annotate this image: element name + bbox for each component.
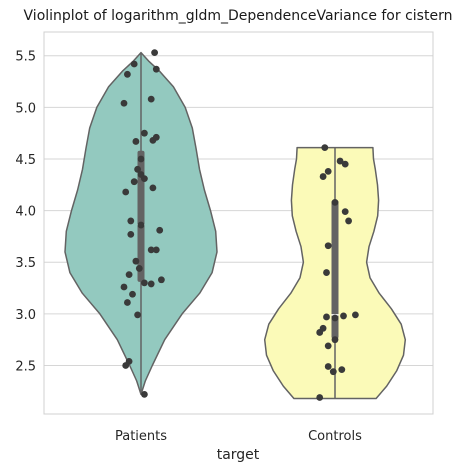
data-point xyxy=(122,362,130,369)
data-point xyxy=(130,60,138,68)
data-point xyxy=(141,279,148,287)
data-point xyxy=(137,221,145,229)
data-point xyxy=(127,230,135,238)
data-point xyxy=(324,363,332,370)
data-point xyxy=(338,366,346,374)
data-point xyxy=(125,271,133,279)
data-point xyxy=(341,160,349,168)
violins xyxy=(64,51,407,400)
data-point xyxy=(129,290,136,298)
data-point xyxy=(331,336,339,344)
data-point xyxy=(316,329,324,336)
data-point xyxy=(151,49,159,57)
y-tick-label: 4.5 xyxy=(15,153,36,168)
data-point xyxy=(324,342,332,350)
chart-title: Violinplot of logarithm_gldm_DependenceV… xyxy=(24,8,453,24)
iqr-box-controls xyxy=(331,200,339,339)
data-point xyxy=(141,129,148,137)
data-point xyxy=(127,217,135,225)
data-point xyxy=(120,99,128,107)
y-tick-label: 3.0 xyxy=(15,308,36,323)
data-point xyxy=(345,217,352,225)
data-point xyxy=(152,246,160,254)
data-points xyxy=(120,49,359,401)
data-point xyxy=(120,283,128,291)
data-point xyxy=(141,175,148,183)
data-point xyxy=(158,276,165,284)
y-tick-label: 4.0 xyxy=(15,205,36,220)
data-point xyxy=(323,269,330,276)
x-tick-label: Controls xyxy=(308,429,362,444)
data-point xyxy=(147,246,155,254)
data-point xyxy=(149,184,157,192)
data-point xyxy=(331,198,339,206)
data-point xyxy=(341,208,349,216)
data-point xyxy=(135,265,143,272)
data-point xyxy=(137,155,145,163)
y-tick-label: 5.5 xyxy=(15,50,36,65)
y-tick-label: 3.5 xyxy=(15,256,36,271)
y-tick-label: 5.0 xyxy=(15,101,36,116)
data-point xyxy=(132,257,140,265)
data-point xyxy=(152,65,160,73)
iqr-box-patients xyxy=(137,150,145,282)
data-point xyxy=(329,368,337,376)
y-tick-label: 2.5 xyxy=(15,359,36,374)
tick-labels: 2.5 3.0 3.5 4.0 4.5 5.0 5.5 Patients Controls xyxy=(15,50,362,444)
x-axis-label: target xyxy=(217,447,260,463)
data-point xyxy=(147,280,155,288)
data-point xyxy=(122,188,130,196)
data-point xyxy=(156,226,164,234)
data-point xyxy=(331,314,339,322)
data-point xyxy=(130,178,138,186)
data-point xyxy=(319,173,327,180)
data-point xyxy=(141,390,148,398)
data-point xyxy=(134,311,142,319)
data-point xyxy=(149,137,157,144)
data-point xyxy=(321,144,329,152)
data-point xyxy=(132,138,140,145)
data-point xyxy=(134,165,142,173)
data-point xyxy=(324,242,332,250)
data-point xyxy=(352,311,359,319)
data-point xyxy=(340,312,347,320)
data-point xyxy=(124,70,131,78)
data-point xyxy=(124,299,131,306)
data-point xyxy=(336,157,344,165)
data-point xyxy=(147,95,155,103)
plot-frame xyxy=(43,31,434,415)
data-point xyxy=(324,167,332,175)
x-tick-label: Patients xyxy=(115,429,167,444)
data-point xyxy=(316,394,324,401)
data-point xyxy=(323,313,330,321)
